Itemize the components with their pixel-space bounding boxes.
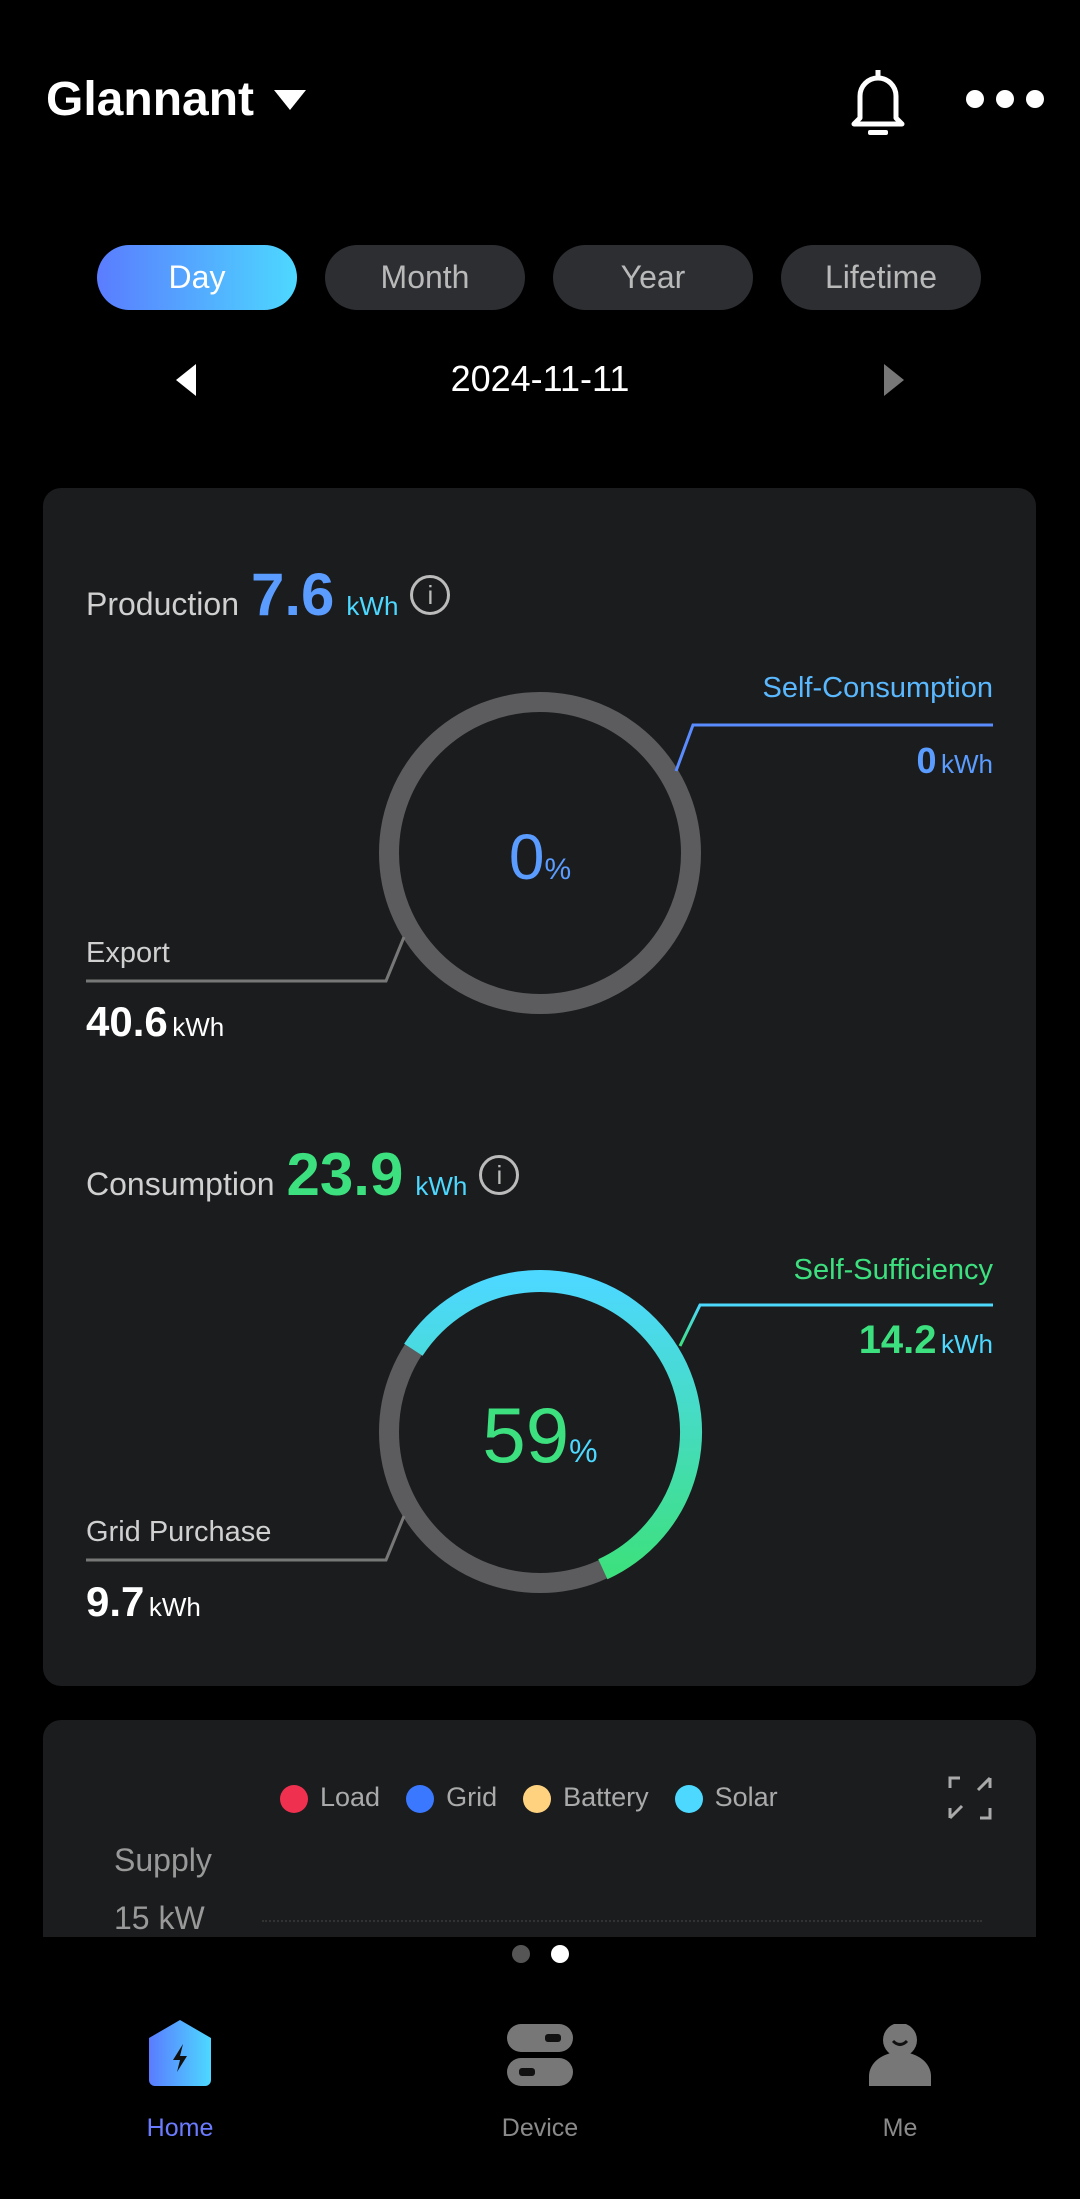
- consumption-row: Consumption 23.9 kWh i: [86, 1140, 520, 1209]
- consumption-value: 23.9: [286, 1141, 404, 1208]
- consumption-percent: 59%: [482, 1391, 598, 1479]
- grid-purchase-value: 9.7 kWh: [86, 1578, 201, 1625]
- period-tabs: Day Month Year Lifetime: [97, 245, 981, 310]
- legend-grid[interactable]: Grid: [406, 1782, 497, 1813]
- pager-dot-1[interactable]: [512, 1945, 530, 1963]
- legend-load[interactable]: Load: [280, 1782, 380, 1813]
- production-row: Production 7.6 kWh i: [86, 560, 451, 629]
- device-icon: [507, 2024, 573, 2086]
- production-unit: kWh: [346, 591, 399, 621]
- self-consumption-label: Self-Consumption: [762, 672, 994, 704]
- more-icon[interactable]: [966, 90, 1044, 108]
- production-value: 7.6: [250, 561, 335, 628]
- prev-date-icon[interactable]: [176, 364, 196, 396]
- export-label: Export: [86, 937, 170, 969]
- bell-icon[interactable]: [846, 64, 910, 138]
- consumption-unit: kWh: [415, 1171, 468, 1201]
- nav-me[interactable]: Me: [800, 2024, 1000, 2143]
- info-icon[interactable]: i: [479, 1154, 520, 1195]
- grid-purchase-label: Grid Purchase: [86, 1516, 272, 1548]
- home-energy-icon: [149, 2020, 211, 2086]
- chart-gridline: [262, 1920, 982, 1922]
- date-label: 2024-11-11: [450, 358, 630, 399]
- site-name: Glannant: [46, 73, 255, 126]
- legend-battery[interactable]: Battery: [523, 1782, 649, 1813]
- tab-day[interactable]: Day: [97, 245, 297, 310]
- export-value: 40.6 kWh: [86, 998, 225, 1045]
- production-label: Production: [86, 586, 239, 622]
- energy-summary-card: [43, 488, 1036, 1686]
- production-percent: 0%: [508, 821, 572, 893]
- tab-lifetime[interactable]: Lifetime: [781, 245, 981, 310]
- nav-home[interactable]: Home: [80, 2020, 280, 2143]
- power-chart-card: [43, 1720, 1036, 1937]
- chart-y-tick: 15 kW: [114, 1900, 205, 1936]
- caret-down-icon: [274, 89, 307, 110]
- profile-icon: [869, 2024, 931, 2086]
- next-date-icon[interactable]: [884, 364, 904, 396]
- site-selector[interactable]: Glannant: [46, 72, 307, 127]
- self-consumption-value: 0 kWh: [916, 740, 993, 781]
- legend-solar[interactable]: Solar: [674, 1782, 778, 1813]
- self-sufficiency-value: 14.2 kWh: [858, 1318, 993, 1362]
- info-icon[interactable]: i: [410, 574, 451, 615]
- consumption-label: Consumption: [86, 1166, 275, 1202]
- tab-month[interactable]: Month: [325, 245, 525, 310]
- self-sufficiency-label: Self-Sufficiency: [793, 1254, 993, 1286]
- pager-dot-2[interactable]: [551, 1945, 569, 1963]
- chart-y-title: Supply: [114, 1842, 212, 1878]
- nav-device[interactable]: Device: [440, 2024, 640, 2143]
- chart-legend: Load Grid Battery Solar: [280, 1782, 778, 1813]
- expand-icon[interactable]: [948, 1776, 992, 1820]
- tab-year[interactable]: Year: [553, 245, 753, 310]
